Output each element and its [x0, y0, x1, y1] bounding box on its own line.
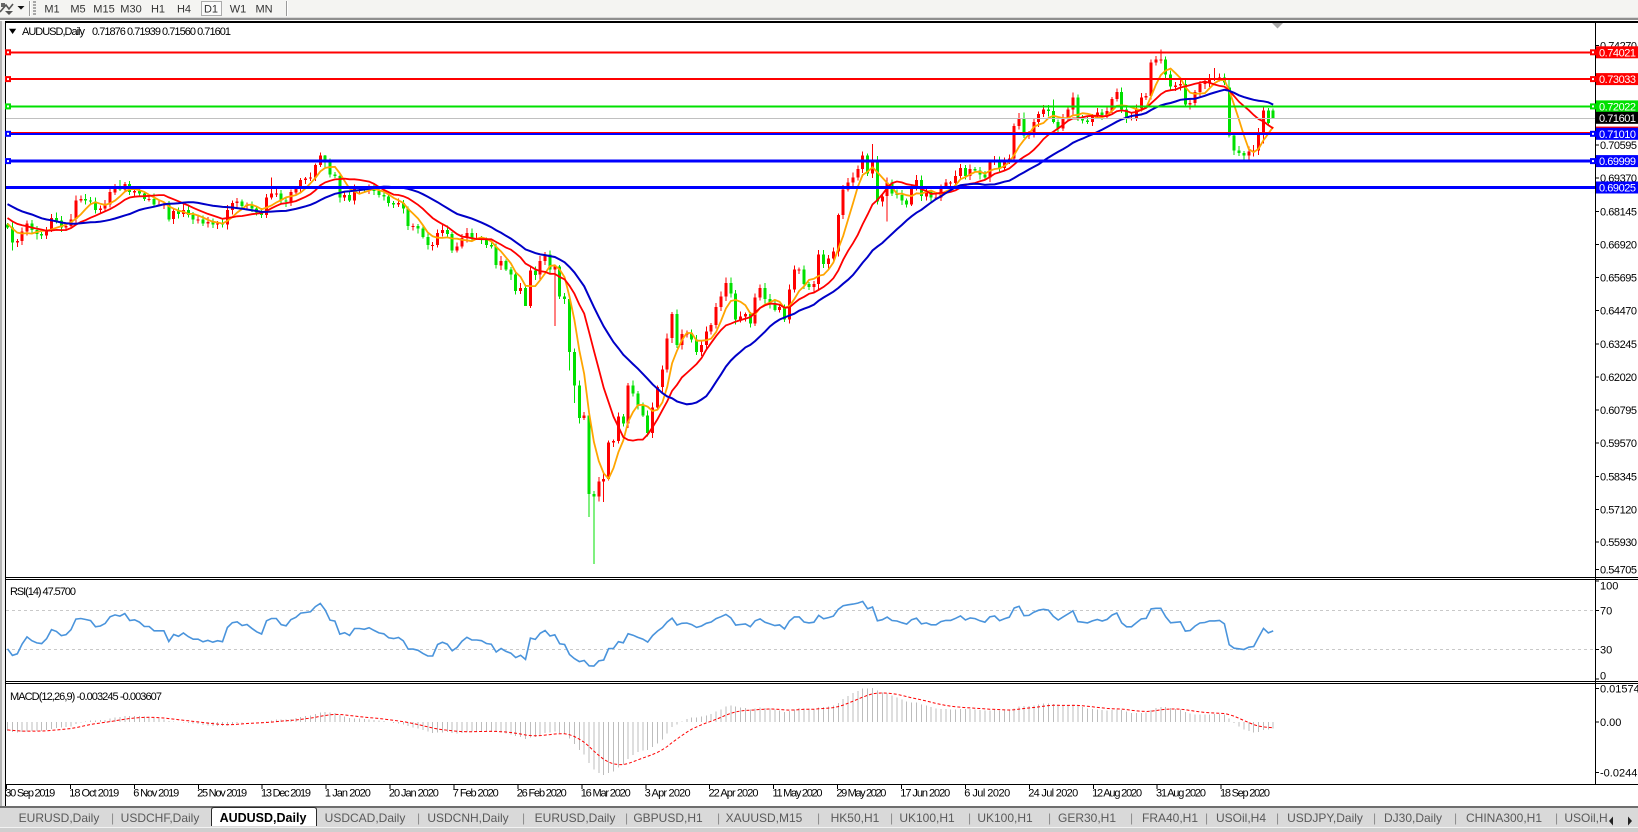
svg-text:0.74021: 0.74021 — [1599, 47, 1636, 59]
svg-text:16 Mar 2020: 16 Mar 2020 — [581, 788, 631, 800]
svg-text:XAUUSD,M15: XAUUSD,M15 — [726, 811, 803, 825]
svg-text:11 May 2020: 11 May 2020 — [773, 788, 823, 800]
svg-text:|: | — [522, 811, 525, 825]
svg-text:18 Sep 2020: 18 Sep 2020 — [1220, 788, 1270, 800]
svg-text:6 Nov 2019: 6 Nov 2019 — [133, 788, 179, 800]
svg-text:UK100,H1: UK100,H1 — [899, 811, 955, 825]
svg-text:70: 70 — [1600, 606, 1612, 618]
svg-text:GBPUSD,H1: GBPUSD,H1 — [633, 811, 703, 825]
svg-text:AUDUSD,Daily: AUDUSD,Daily — [220, 811, 307, 825]
svg-text:|: | — [717, 811, 720, 825]
svg-text:EURUSD,Daily: EURUSD,Daily — [535, 811, 616, 825]
svg-text:0.59570: 0.59570 — [1600, 438, 1637, 450]
svg-text:0.63245: 0.63245 — [1600, 339, 1637, 351]
svg-text:|: | — [111, 811, 114, 825]
svg-text:0.71876 0.71939 0.71560 0.7160: 0.71876 0.71939 0.71560 0.71601 — [92, 26, 231, 38]
svg-text:DJ30,Daily: DJ30,Daily — [1384, 811, 1442, 825]
svg-text:RSI(14) 47.5700: RSI(14) 47.5700 — [10, 586, 76, 598]
svg-text:|: | — [817, 811, 820, 825]
svg-text:6 Jul 2020: 6 Jul 2020 — [964, 788, 1010, 800]
svg-text:31 Aug 2020: 31 Aug 2020 — [1156, 788, 1206, 800]
svg-text:18 Oct 2019: 18 Oct 2019 — [69, 788, 119, 800]
svg-text:MACD(12,26,9) -0.003245 -0.003: MACD(12,26,9) -0.003245 -0.003607 — [10, 691, 162, 703]
svg-text:USDCNH,Daily: USDCNH,Daily — [427, 811, 508, 825]
svg-text:0.015741: 0.015741 — [1600, 684, 1638, 696]
svg-text:29 May 2020: 29 May 2020 — [836, 788, 886, 800]
svg-text:0.55930: 0.55930 — [1600, 537, 1637, 549]
svg-text:0.64470: 0.64470 — [1600, 306, 1637, 318]
svg-text:USOil,H4: USOil,H4 — [1216, 811, 1266, 825]
svg-text:|: | — [417, 811, 420, 825]
svg-text:0.62020: 0.62020 — [1600, 372, 1637, 384]
svg-text:H1: H1 — [151, 4, 165, 16]
svg-text:-0.02441: -0.02441 — [1600, 768, 1638, 780]
svg-text:|: | — [1205, 811, 1208, 825]
svg-text:0.69999: 0.69999 — [1599, 156, 1636, 168]
svg-text:|: | — [890, 811, 893, 825]
svg-text:17 Jun 2020: 17 Jun 2020 — [900, 788, 950, 800]
svg-text:|: | — [1555, 811, 1558, 825]
svg-text:25 Nov 2019: 25 Nov 2019 — [197, 788, 247, 800]
svg-text:FRA40,H1: FRA40,H1 — [1142, 811, 1198, 825]
svg-text:|: | — [1276, 811, 1279, 825]
svg-text:|: | — [625, 811, 628, 825]
svg-text:3 Apr 2020: 3 Apr 2020 — [645, 788, 691, 800]
svg-text:100: 100 — [1600, 581, 1618, 593]
svg-text:12 Aug 2020: 12 Aug 2020 — [1092, 788, 1142, 800]
svg-text:|: | — [1130, 811, 1133, 825]
svg-text:|: | — [1048, 811, 1051, 825]
svg-text:EURUSD,Daily: EURUSD,Daily — [19, 811, 100, 825]
svg-text:0.70595: 0.70595 — [1600, 140, 1637, 152]
svg-text:0.73033: 0.73033 — [1599, 74, 1636, 86]
svg-text:|: | — [1373, 811, 1376, 825]
svg-text:0.65695: 0.65695 — [1600, 273, 1637, 285]
svg-text:UK100,H1: UK100,H1 — [977, 811, 1033, 825]
svg-text:MN: MN — [255, 4, 272, 16]
svg-text:H4: H4 — [177, 4, 191, 16]
svg-text:30 Sep 2019: 30 Sep 2019 — [5, 788, 55, 800]
svg-text:0.00: 0.00 — [1600, 717, 1621, 729]
svg-text:USDCHF,Daily: USDCHF,Daily — [121, 811, 200, 825]
svg-text:24 Jul 2020: 24 Jul 2020 — [1028, 788, 1078, 800]
svg-text:M15: M15 — [93, 4, 114, 16]
svg-text:USOil,H: USOil,H — [1564, 811, 1607, 825]
svg-text:20 Jan 2020: 20 Jan 2020 — [389, 788, 439, 800]
svg-text:30: 30 — [1600, 645, 1612, 657]
svg-text:W1: W1 — [230, 4, 247, 16]
svg-text:0.57120: 0.57120 — [1600, 505, 1637, 517]
svg-text:|: | — [1454, 811, 1457, 825]
svg-text:D1: D1 — [204, 4, 218, 16]
svg-text:0.58345: 0.58345 — [1600, 471, 1637, 483]
svg-text:AUDUSD,Daily: AUDUSD,Daily — [22, 26, 86, 38]
svg-text:0.71601: 0.71601 — [1599, 113, 1636, 125]
svg-text:USDCAD,Daily: USDCAD,Daily — [325, 811, 406, 825]
svg-text:0.66920: 0.66920 — [1600, 239, 1637, 251]
svg-text:0.71010: 0.71010 — [1599, 129, 1636, 141]
svg-text:0.69025: 0.69025 — [1599, 183, 1636, 195]
svg-text:USDJPY,Daily: USDJPY,Daily — [1287, 811, 1363, 825]
svg-text:0.72022: 0.72022 — [1599, 101, 1636, 113]
svg-text:|: | — [968, 811, 971, 825]
svg-text:HK50,H1: HK50,H1 — [831, 811, 880, 825]
svg-text:0: 0 — [1600, 671, 1606, 683]
svg-text:M30: M30 — [120, 4, 141, 16]
svg-text:13 Dec 2019: 13 Dec 2019 — [261, 788, 311, 800]
svg-text:22 Apr 2020: 22 Apr 2020 — [709, 788, 759, 800]
svg-text:26 Feb 2020: 26 Feb 2020 — [517, 788, 567, 800]
svg-text:1 Jan 2020: 1 Jan 2020 — [325, 788, 371, 800]
svg-text:M5: M5 — [70, 4, 85, 16]
svg-text:0.68145: 0.68145 — [1600, 206, 1637, 218]
svg-text:0.54705: 0.54705 — [1600, 565, 1637, 577]
svg-text:7 Feb 2020: 7 Feb 2020 — [453, 788, 499, 800]
svg-text:0.60795: 0.60795 — [1600, 405, 1637, 417]
svg-text:CHINA300,H1: CHINA300,H1 — [1466, 811, 1542, 825]
svg-text:M1: M1 — [44, 4, 59, 16]
svg-text:GER30,H1: GER30,H1 — [1058, 811, 1116, 825]
